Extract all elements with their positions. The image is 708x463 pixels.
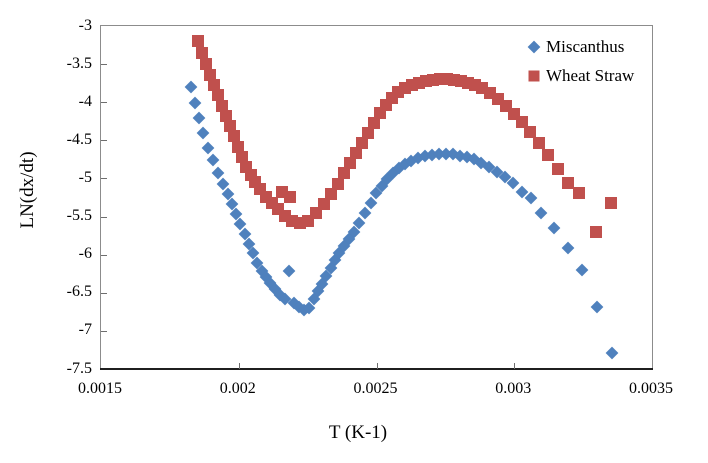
data-point-wheat-straw	[523, 125, 536, 138]
data-point-miscanthus	[590, 300, 604, 314]
y-tick-mark	[101, 64, 107, 66]
y-tick-mark	[101, 140, 107, 142]
data-point-wheat-straw	[572, 186, 585, 199]
wheat-straw-square-icon	[527, 69, 541, 83]
y-tick-label: -6.5	[66, 283, 92, 301]
data-point-wheat-straw	[590, 225, 603, 238]
data-point-wheat-straw	[331, 177, 344, 190]
data-point-wheat-straw	[223, 119, 236, 132]
x-tick-label: 0.0035	[629, 380, 673, 397]
data-point-wheat-straw	[604, 196, 617, 209]
data-point-wheat-straw	[337, 167, 350, 180]
data-point-miscanthus	[561, 241, 575, 255]
data-point-wheat-straw	[317, 198, 330, 211]
y-tick-mark	[101, 330, 107, 332]
data-point-wheat-straw	[355, 137, 368, 150]
x-tick-mark	[238, 363, 240, 369]
data-point-wheat-straw	[361, 126, 374, 139]
x-tick-label: 0.002	[219, 380, 256, 397]
data-point-miscanthus	[184, 80, 198, 94]
data-point-wheat-straw	[191, 35, 204, 48]
data-point-wheat-straw	[368, 116, 381, 129]
y-tick-label: -4	[78, 92, 92, 110]
x-axis-title: T (K-1)	[328, 422, 388, 443]
data-point-wheat-straw	[212, 89, 225, 102]
data-point-miscanthus	[196, 126, 210, 140]
miscanthus-diamond-icon	[527, 40, 541, 54]
legend: Miscanthus Wheat Straw	[527, 32, 634, 90]
data-point-wheat-straw	[350, 147, 363, 160]
y-axis-line	[100, 25, 101, 370]
x-tick-label: 0.003	[495, 380, 532, 397]
y-tick-label: -7	[78, 321, 92, 339]
data-point-miscanthus	[188, 96, 202, 110]
data-point-wheat-straw	[215, 100, 228, 113]
data-point-wheat-straw	[344, 157, 357, 170]
data-point-wheat-straw	[207, 78, 220, 91]
data-point-miscanthus	[534, 206, 548, 220]
data-point-miscanthus	[605, 346, 619, 360]
data-point-wheat-straw	[236, 151, 249, 164]
y-tick-label: -3	[78, 16, 92, 34]
data-point-wheat-straw	[533, 137, 546, 150]
y-tick-label: -4.5	[66, 130, 92, 148]
data-point-wheat-straw	[220, 109, 233, 122]
data-point-wheat-straw	[196, 46, 209, 59]
data-point-wheat-straw	[204, 68, 217, 81]
y-tick-label: -5.5	[66, 207, 92, 225]
plot-area	[100, 25, 653, 370]
y-tick-mark	[101, 292, 107, 294]
y-tick-label: -7.5	[66, 359, 92, 377]
data-point-miscanthus	[192, 111, 206, 125]
x-tick-label: 0.0015	[78, 380, 122, 397]
data-point-miscanthus	[547, 221, 561, 235]
legend-item-miscanthus: Miscanthus	[527, 32, 634, 61]
data-point-wheat-straw	[515, 116, 528, 129]
data-point-wheat-straw	[228, 129, 241, 142]
data-point-wheat-straw	[231, 141, 244, 154]
y-tick-label: -5	[78, 168, 92, 186]
x-tick-mark	[514, 363, 516, 369]
y-tick-mark	[101, 216, 107, 218]
data-point-wheat-straw	[541, 148, 554, 161]
y-tick-mark	[101, 178, 107, 180]
y-tick-mark	[101, 102, 107, 104]
data-point-wheat-straw	[552, 163, 565, 176]
legend-label-wheat-straw: Wheat Straw	[546, 65, 635, 85]
data-point-miscanthus	[206, 153, 220, 167]
legend-item-wheat-straw: Wheat Straw	[527, 61, 634, 90]
y-tick-label: -3.5	[66, 54, 92, 72]
y-tick-label: -6	[78, 245, 92, 263]
data-point-wheat-straw	[283, 190, 296, 203]
data-point-wheat-straw	[199, 58, 212, 71]
y-tick-mark	[101, 254, 107, 256]
x-axis-line	[100, 368, 653, 370]
data-points-layer	[101, 26, 652, 369]
data-point-miscanthus	[575, 263, 589, 277]
data-point-wheat-straw	[561, 177, 574, 190]
data-point-miscanthus	[282, 264, 296, 278]
x-tick-mark	[376, 363, 378, 369]
data-point-wheat-straw	[325, 187, 338, 200]
legend-label-miscanthus: Miscanthus	[546, 36, 625, 56]
x-tick-label: 0.0025	[353, 380, 398, 397]
